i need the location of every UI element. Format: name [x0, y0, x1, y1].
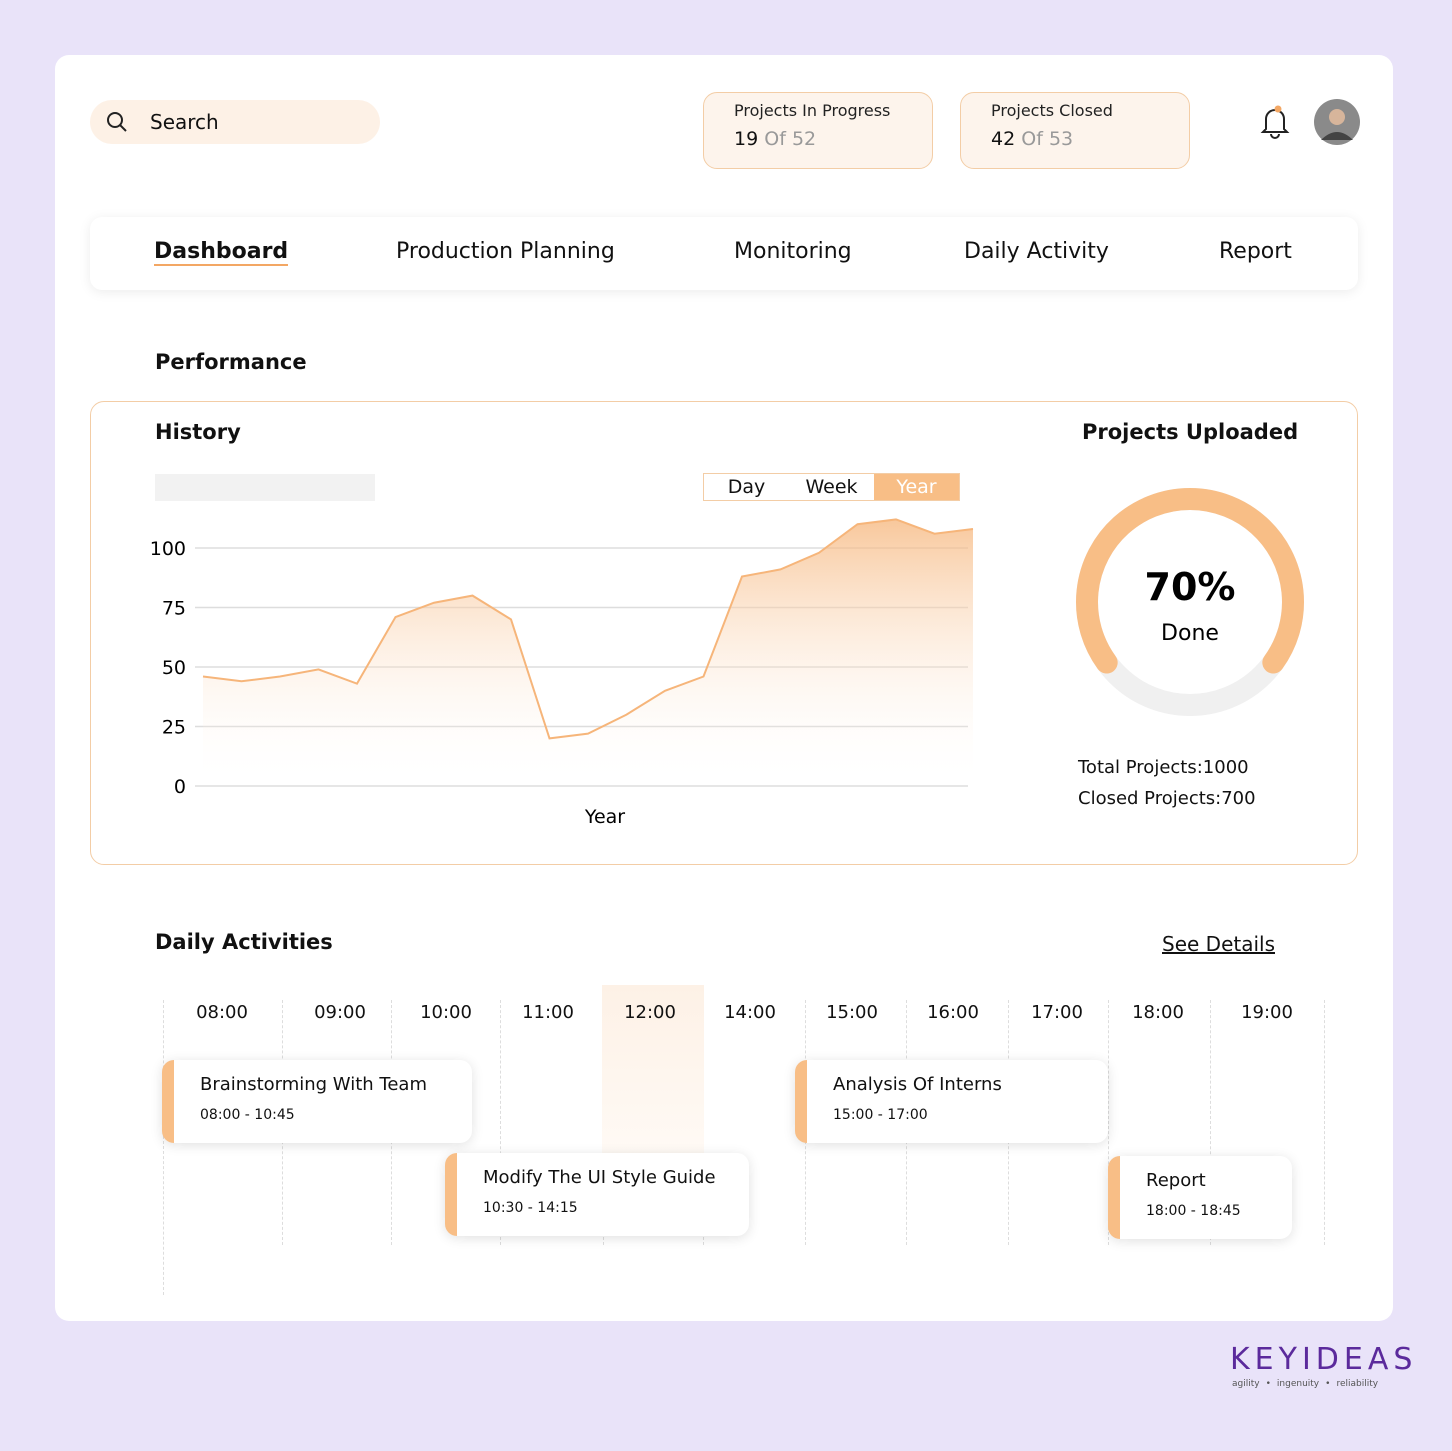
- total-label: Closed Projects:: [1078, 788, 1222, 809]
- nav-item[interactable]: Daily Activity: [964, 239, 1109, 264]
- event-time: 15:00 - 17:00: [833, 1107, 928, 1123]
- y-tick-label: 0: [174, 776, 186, 798]
- event-title: Brainstorming With Team: [200, 1074, 427, 1095]
- section-title: Daily Activities: [155, 930, 333, 954]
- stat-count: 19: [734, 128, 759, 150]
- notification-bell[interactable]: [1258, 103, 1292, 139]
- event-card[interactable]: Brainstorming With Team 08:00 - 10:45: [162, 1060, 472, 1143]
- tagline-word: agility: [1232, 1379, 1260, 1389]
- range-tab[interactable]: Week: [805, 476, 858, 498]
- history-chart: 0 25 50 75 100 Year: [150, 518, 974, 828]
- time-label: 11:00: [522, 1002, 574, 1023]
- nav-item[interactable]: Report: [1219, 239, 1292, 264]
- tagline-word: reliability: [1336, 1379, 1379, 1389]
- event-time: 08:00 - 10:45: [200, 1107, 295, 1123]
- time-label: 09:00: [314, 1002, 366, 1023]
- total-value: 1000: [1202, 757, 1249, 778]
- total-line: Total Projects:1000: [1078, 757, 1249, 778]
- search-box[interactable]: Search: [90, 100, 380, 144]
- y-tick-label: 75: [162, 598, 186, 620]
- donut-value: 70%: [1145, 565, 1236, 609]
- total-value: 700: [1221, 788, 1256, 809]
- search-placeholder: Search: [150, 110, 219, 134]
- time-highlight: [602, 985, 704, 1155]
- stat-count: 42: [991, 128, 1016, 150]
- nav-item[interactable]: Dashboard: [154, 239, 289, 266]
- event-title: Modify The UI Style Guide: [483, 1167, 716, 1188]
- separator-dot: •: [1265, 1379, 1271, 1389]
- total-label: Total Projects:: [1078, 757, 1203, 778]
- search-icon: [107, 112, 127, 132]
- grid-divider: [1324, 1000, 1325, 1245]
- brand-name: KEYIDEAS: [1230, 1342, 1418, 1377]
- stat-of: Of: [1021, 128, 1043, 150]
- panel-title: History: [155, 420, 241, 444]
- y-tick-label: 25: [162, 717, 186, 739]
- time-label: 17:00: [1031, 1002, 1083, 1023]
- area-fill: [203, 519, 973, 786]
- time-label: 12:00: [624, 1002, 676, 1023]
- grid-divider: [1108, 1000, 1109, 1245]
- donut-chart: 70% Done: [1076, 488, 1304, 716]
- nav-item[interactable]: Monitoring: [734, 239, 852, 264]
- stat-total: 52: [791, 128, 817, 150]
- tagline-word: ingenuity: [1276, 1379, 1320, 1389]
- time-label: 10:00: [420, 1002, 472, 1023]
- time-label: 15:00: [826, 1002, 878, 1023]
- stat-total: 53: [1048, 128, 1074, 150]
- range-tabs: Day Week Year: [703, 473, 960, 501]
- grid-divider: [500, 1000, 501, 1245]
- stat-value: 42 Of 53: [991, 128, 1189, 150]
- donut-caption: Done: [1161, 621, 1219, 646]
- time-label: 19:00: [1241, 1002, 1293, 1023]
- range-tab[interactable]: Year: [874, 474, 959, 500]
- line: [202, 518, 974, 740]
- total-line: Closed Projects:700: [1078, 788, 1256, 809]
- stat-value: 19 Of 52: [734, 128, 932, 150]
- x-axis-label: Year: [584, 806, 625, 828]
- separator-dot: •: [1325, 1379, 1331, 1389]
- nav-bar: Dashboard Production Planning Monitoring Da…: [90, 217, 1358, 290]
- brand-tagline: agility • ingenuity • reliability: [1232, 1379, 1378, 1389]
- y-tick-label: 50: [162, 657, 186, 679]
- stat-label: Projects Closed: [991, 101, 1113, 120]
- stat-card: Projects Closed 42 Of 53: [960, 92, 1190, 169]
- event-title: Report: [1146, 1170, 1206, 1191]
- stat-label: Projects In Progress: [734, 101, 891, 120]
- event-card[interactable]: Modify The UI Style Guide 10:30 - 14:15: [445, 1153, 749, 1236]
- time-label: 16:00: [927, 1002, 979, 1023]
- nav-item[interactable]: Production Planning: [396, 239, 615, 264]
- y-tick-label: 100: [150, 538, 186, 560]
- stat-card: Projects In Progress 19 Of 52: [703, 92, 933, 169]
- event-time: 18:00 - 18:45: [1146, 1203, 1241, 1219]
- grid-divider: [163, 1000, 164, 1295]
- placeholder-bar: [155, 474, 375, 501]
- stat-of: Of: [764, 128, 786, 150]
- avatar[interactable]: [1313, 98, 1361, 146]
- time-label: 18:00: [1132, 1002, 1184, 1023]
- section-title: Performance: [155, 350, 307, 374]
- event-title: Analysis Of Interns: [833, 1074, 1002, 1095]
- range-tab[interactable]: Day: [727, 476, 766, 498]
- see-details-link[interactable]: See Details: [1162, 932, 1275, 956]
- time-label: 14:00: [724, 1002, 776, 1023]
- event-card[interactable]: Report 18:00 - 18:45: [1108, 1156, 1292, 1239]
- performance-panel: [90, 401, 1358, 865]
- grid-divider: [1210, 1000, 1211, 1245]
- event-time: 10:30 - 14:15: [483, 1200, 578, 1216]
- time-label: 08:00: [196, 1002, 248, 1023]
- panel-title: Projects Uploaded: [1082, 420, 1299, 444]
- donut-arc: [1076, 488, 1304, 674]
- event-card[interactable]: Analysis Of Interns 15:00 - 17:00: [795, 1060, 1108, 1143]
